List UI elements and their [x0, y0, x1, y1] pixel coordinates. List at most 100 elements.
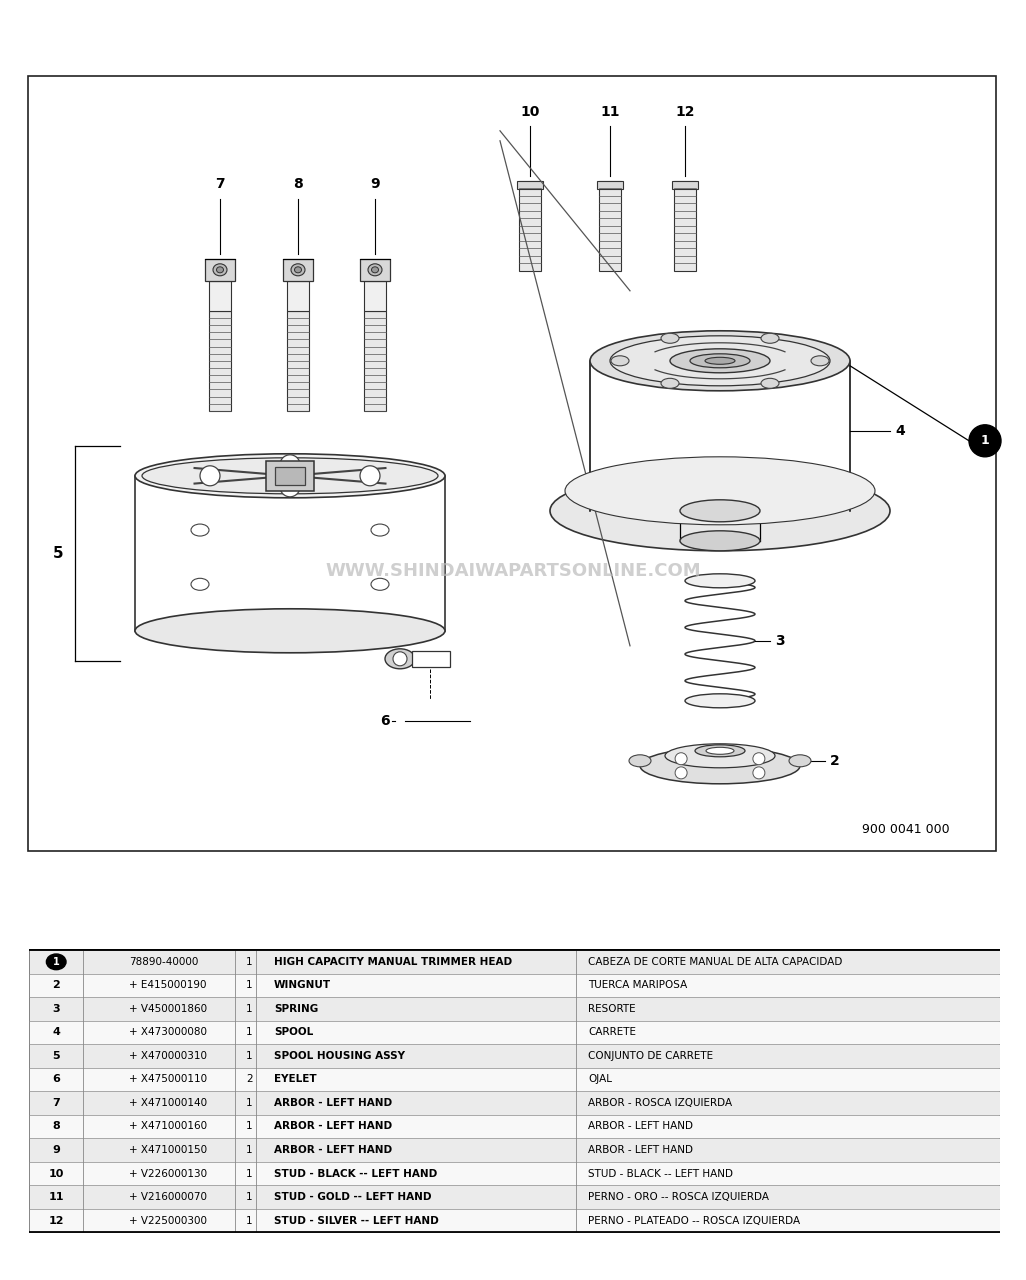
Text: ARBOR - LEFT HAND: ARBOR - LEFT HAND — [274, 1098, 392, 1108]
Ellipse shape — [371, 579, 389, 590]
Text: PERNO - ORO -- ROSCA IZQUIERDA: PERNO - ORO -- ROSCA IZQUIERDA — [588, 1192, 770, 1202]
Bar — [29, 1185, 1000, 1208]
Text: 1: 1 — [246, 1121, 252, 1132]
Text: SPOOL HOUSING ASSY: SPOOL HOUSING ASSY — [274, 1051, 405, 1061]
Ellipse shape — [665, 744, 775, 768]
Ellipse shape — [385, 649, 415, 668]
Ellipse shape — [640, 748, 800, 783]
Text: 6: 6 — [52, 1074, 61, 1084]
Ellipse shape — [191, 524, 209, 536]
Text: STUD - BLACK -- LEFT HAND: STUD - BLACK -- LEFT HAND — [588, 1169, 734, 1179]
Ellipse shape — [706, 748, 734, 754]
Text: 9: 9 — [370, 177, 380, 191]
Ellipse shape — [811, 356, 829, 366]
Text: ARBOR - ROSCA IZQUIERDA: ARBOR - ROSCA IZQUIERDA — [588, 1098, 733, 1108]
Text: 9: 9 — [52, 1146, 61, 1155]
Ellipse shape — [685, 573, 755, 588]
Text: 3: 3 — [775, 634, 785, 648]
Bar — [29, 1208, 1000, 1233]
Ellipse shape — [629, 755, 652, 767]
Text: ARBOR - LEFT HAND: ARBOR - LEFT HAND — [588, 1146, 694, 1155]
Circle shape — [753, 753, 765, 764]
Text: 5: 5 — [52, 545, 64, 561]
Text: WINGNUT: WINGNUT — [274, 980, 331, 991]
Text: + X473000080: + X473000080 — [129, 1028, 207, 1037]
Text: 6: 6 — [381, 714, 390, 728]
Text: 1: 1 — [246, 980, 252, 991]
Text: 1: 1 — [981, 434, 989, 447]
Ellipse shape — [294, 266, 302, 273]
Ellipse shape — [789, 755, 811, 767]
Text: 8: 8 — [52, 1121, 61, 1132]
Ellipse shape — [761, 333, 779, 343]
Bar — [360, 259, 390, 280]
Text: 12: 12 — [675, 105, 695, 119]
Text: 900 0041 000: 900 0041 000 — [863, 823, 950, 836]
Text: + X471000150: + X471000150 — [129, 1146, 207, 1155]
Text: TUERCA MARIPOSA: TUERCA MARIPOSA — [588, 980, 687, 991]
Text: + V216000070: + V216000070 — [129, 1192, 207, 1202]
Text: HIGH CAPACITY MANUAL TRIMMER HEAD: HIGH CAPACITY MANUAL TRIMMER HEAD — [274, 957, 512, 966]
Text: + X475000110: + X475000110 — [129, 1074, 207, 1084]
Text: 5: 5 — [52, 1051, 60, 1061]
Text: STUD - GOLD -- LEFT HAND: STUD - GOLD -- LEFT HAND — [274, 1192, 432, 1202]
Circle shape — [360, 466, 380, 486]
Text: 3: 3 — [52, 1004, 60, 1014]
Ellipse shape — [135, 454, 445, 498]
Text: + X471000140: + X471000140 — [129, 1098, 207, 1108]
Text: + V450001860: + V450001860 — [129, 1004, 207, 1014]
Text: 7: 7 — [52, 1098, 61, 1108]
Ellipse shape — [368, 264, 382, 275]
Text: 1: 1 — [52, 957, 60, 966]
Text: RESORTE: RESORTE — [588, 1004, 636, 1014]
Text: + E415000190: + E415000190 — [129, 980, 206, 991]
Bar — [29, 1068, 1000, 1091]
Bar — [287, 311, 309, 411]
Ellipse shape — [661, 333, 679, 343]
Circle shape — [46, 954, 66, 970]
FancyBboxPatch shape — [275, 467, 305, 485]
Text: 2: 2 — [52, 980, 61, 991]
Text: ARBOR - LEFT HAND: ARBOR - LEFT HAND — [274, 1121, 392, 1132]
Text: 7: 7 — [215, 177, 225, 191]
Ellipse shape — [610, 335, 830, 385]
Text: 11: 11 — [48, 1192, 64, 1202]
Text: 10: 10 — [520, 105, 540, 119]
Circle shape — [675, 767, 687, 778]
Bar — [209, 280, 231, 311]
Bar — [674, 180, 696, 271]
Bar — [597, 180, 623, 188]
Bar — [29, 1115, 1000, 1138]
Text: + X471000160: + X471000160 — [129, 1121, 207, 1132]
Text: + V225000300: + V225000300 — [129, 1216, 207, 1225]
Text: CABEZA DE CORTE MANUAL DE ALTA CAPACIDAD: CABEZA DE CORTE MANUAL DE ALTA CAPACIDAD — [588, 957, 842, 966]
Bar — [364, 311, 386, 411]
Ellipse shape — [291, 264, 305, 275]
Text: ARBOR - LEFT HAND: ARBOR - LEFT HAND — [588, 1121, 694, 1132]
Circle shape — [280, 476, 300, 497]
Ellipse shape — [670, 348, 770, 372]
Circle shape — [280, 454, 300, 475]
Ellipse shape — [142, 458, 438, 494]
Ellipse shape — [565, 457, 875, 525]
Text: 1: 1 — [246, 1169, 252, 1179]
Text: + X470000310: + X470000310 — [129, 1051, 207, 1061]
Text: 2: 2 — [830, 754, 839, 768]
Bar — [209, 311, 231, 411]
Text: SPRING: SPRING — [274, 1004, 318, 1014]
Bar — [29, 950, 1000, 974]
Bar — [29, 1091, 1000, 1115]
Bar — [364, 280, 386, 311]
Text: 1: 1 — [246, 1051, 252, 1061]
Bar — [29, 1044, 1000, 1068]
Bar — [29, 997, 1000, 1020]
Ellipse shape — [680, 531, 760, 550]
Ellipse shape — [705, 357, 735, 365]
Bar — [287, 280, 309, 311]
Circle shape — [393, 652, 407, 666]
Text: 1: 1 — [246, 1146, 252, 1155]
Ellipse shape — [695, 745, 745, 756]
Text: 4: 4 — [895, 424, 905, 438]
Text: 12: 12 — [48, 1216, 64, 1225]
Text: 4: 4 — [52, 1028, 61, 1037]
